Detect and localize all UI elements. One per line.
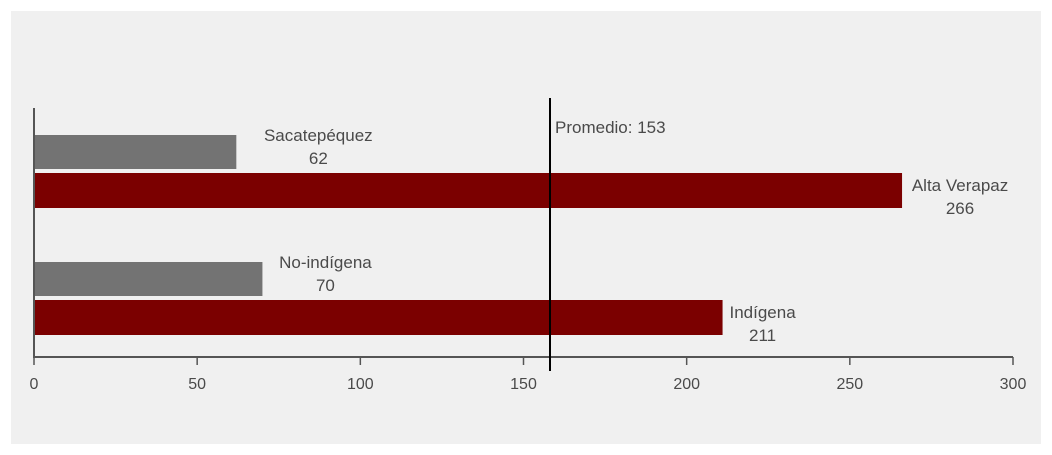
bar-ind-gena — [34, 300, 723, 335]
bar-category-label: Indígena — [729, 303, 796, 322]
bar-value-label: 266 — [946, 199, 974, 218]
chart-panel — [11, 11, 1041, 444]
average-label: Promedio: 153 — [555, 118, 666, 137]
bar-category-label: Sacatepéquez — [264, 126, 373, 145]
x-tick-label: 250 — [836, 376, 863, 393]
x-tick-label: 50 — [188, 376, 206, 393]
bar-alta-verapaz — [34, 173, 903, 208]
bar-value-label: 211 — [749, 326, 776, 345]
bar-value-label: 62 — [309, 149, 328, 168]
bar-category-label: Alta Verapaz — [912, 176, 1008, 195]
bar-sacatep-quez — [34, 135, 237, 169]
bar-category-label: No-indígena — [279, 253, 372, 272]
x-tick-label: 150 — [510, 376, 537, 393]
x-tick-label: 200 — [673, 376, 700, 393]
bar-value-label: 70 — [316, 276, 335, 295]
x-tick-label: 300 — [1000, 376, 1027, 393]
bar-no-ind-gena — [34, 262, 263, 296]
x-tick-label: 0 — [30, 376, 39, 393]
x-tick-label: 100 — [347, 376, 374, 393]
